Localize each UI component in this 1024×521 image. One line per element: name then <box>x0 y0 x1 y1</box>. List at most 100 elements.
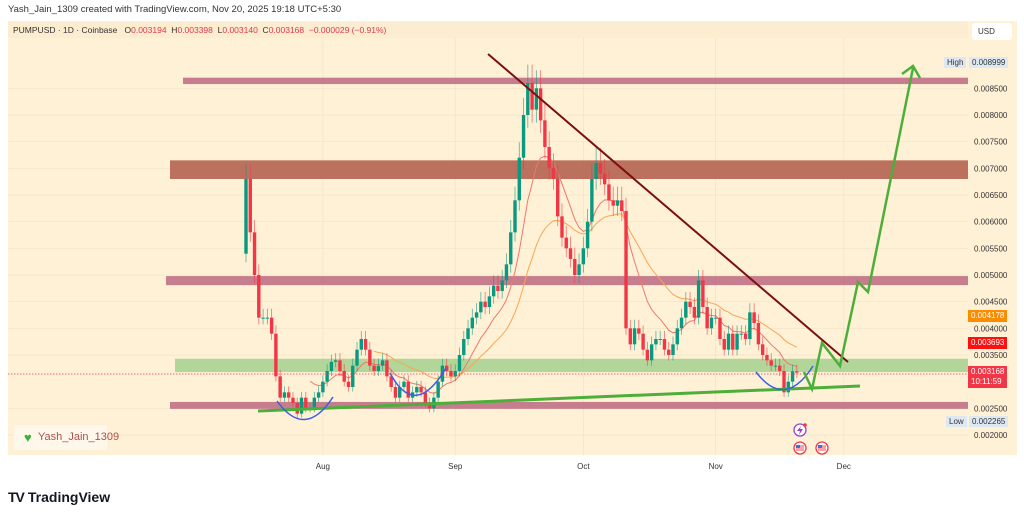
candle-body <box>504 264 509 281</box>
candle-body <box>615 200 620 206</box>
candle <box>470 308 475 335</box>
candles <box>244 64 799 418</box>
candle <box>483 292 487 315</box>
candle-body <box>398 387 402 398</box>
candle <box>329 354 334 377</box>
x-axis-ticks: Aug Sep Oct Nov Dec <box>316 462 851 471</box>
candle <box>291 391 295 408</box>
symbol-info[interactable]: PUMPUSD · 1D · Coinbase <box>13 25 118 35</box>
candle <box>517 142 521 211</box>
tradingview-logo-icon: TV <box>8 489 25 505</box>
candle <box>795 364 799 378</box>
candle <box>790 364 795 387</box>
candle-body <box>389 376 393 388</box>
candle-body <box>244 179 248 254</box>
candle <box>581 236 586 273</box>
candle-body <box>662 339 667 350</box>
candle-body <box>368 349 372 366</box>
candle <box>543 103 547 159</box>
candle-body <box>261 317 265 319</box>
candle <box>513 186 517 242</box>
candle <box>748 303 752 346</box>
low-label: Low <box>946 416 967 427</box>
candle-body <box>333 360 338 362</box>
currency-button[interactable]: USD <box>972 23 1012 40</box>
candle-body <box>423 392 428 404</box>
candle-body <box>462 339 466 356</box>
candle <box>457 347 462 377</box>
candle-body <box>731 333 735 350</box>
candle-body <box>748 312 752 340</box>
candle-body <box>620 200 624 212</box>
candle-body <box>573 259 577 276</box>
candle-body <box>726 333 731 350</box>
change-value: −0.000029 (−0.91%) <box>308 25 387 35</box>
candle <box>684 292 688 325</box>
candle <box>299 391 304 418</box>
candle-body <box>722 339 726 350</box>
candle-body <box>692 307 697 318</box>
candle-body <box>602 173 607 185</box>
candle-body <box>346 381 351 388</box>
candle <box>598 147 603 185</box>
close-value: 0.003168 <box>268 25 305 35</box>
candle <box>393 380 398 402</box>
ma-slow-line <box>373 213 798 380</box>
candle-body <box>756 323 761 345</box>
candle-body <box>449 371 453 377</box>
candle-body <box>649 344 654 361</box>
ma-fast-line <box>309 155 797 394</box>
candle <box>274 325 278 382</box>
y-tick-label: 0.004000 <box>974 324 1008 333</box>
candle <box>696 269 701 325</box>
candle <box>637 319 641 340</box>
candle-body <box>325 371 329 382</box>
candle-body <box>632 328 637 345</box>
candle <box>705 297 709 335</box>
candle-body <box>611 200 615 206</box>
arc-bottom-2 <box>389 367 447 396</box>
candle <box>316 386 321 402</box>
chart-panel[interactable] <box>8 21 1017 455</box>
candle-body <box>564 237 568 249</box>
candle-body <box>402 381 406 388</box>
candle <box>551 153 556 190</box>
flag-canton <box>818 445 822 448</box>
candle-body <box>299 397 304 414</box>
candle <box>560 203 564 247</box>
candle <box>607 170 611 211</box>
candle-body <box>393 387 398 398</box>
candle-body <box>248 179 252 233</box>
candle <box>295 397 299 418</box>
candle <box>615 186 620 216</box>
candle-body <box>274 333 278 377</box>
candle <box>658 330 662 346</box>
candle <box>671 336 675 361</box>
candle-body <box>496 285 500 292</box>
candle <box>538 70 543 133</box>
candle <box>321 375 325 397</box>
candle-body <box>714 317 718 319</box>
notification-dot <box>803 423 807 427</box>
candle <box>709 308 714 335</box>
candle <box>731 325 735 356</box>
candle <box>611 186 615 216</box>
zone-pink <box>183 77 968 85</box>
candle-body <box>380 360 385 366</box>
candle-body <box>444 365 449 372</box>
low-value: 0.003140 <box>222 25 258 35</box>
candle <box>585 208 590 258</box>
candle <box>444 358 449 377</box>
candle <box>261 308 265 325</box>
candle-body <box>312 397 317 409</box>
tradingview-logo[interactable]: TV TradingView <box>8 489 110 505</box>
candle-body <box>487 296 492 308</box>
candle-body <box>765 355 769 361</box>
x-tick-label: Dec <box>837 462 851 471</box>
candle-body <box>257 275 261 318</box>
candle <box>641 325 645 356</box>
candle <box>632 319 637 351</box>
candle-body <box>543 120 547 148</box>
candle <box>346 375 351 392</box>
